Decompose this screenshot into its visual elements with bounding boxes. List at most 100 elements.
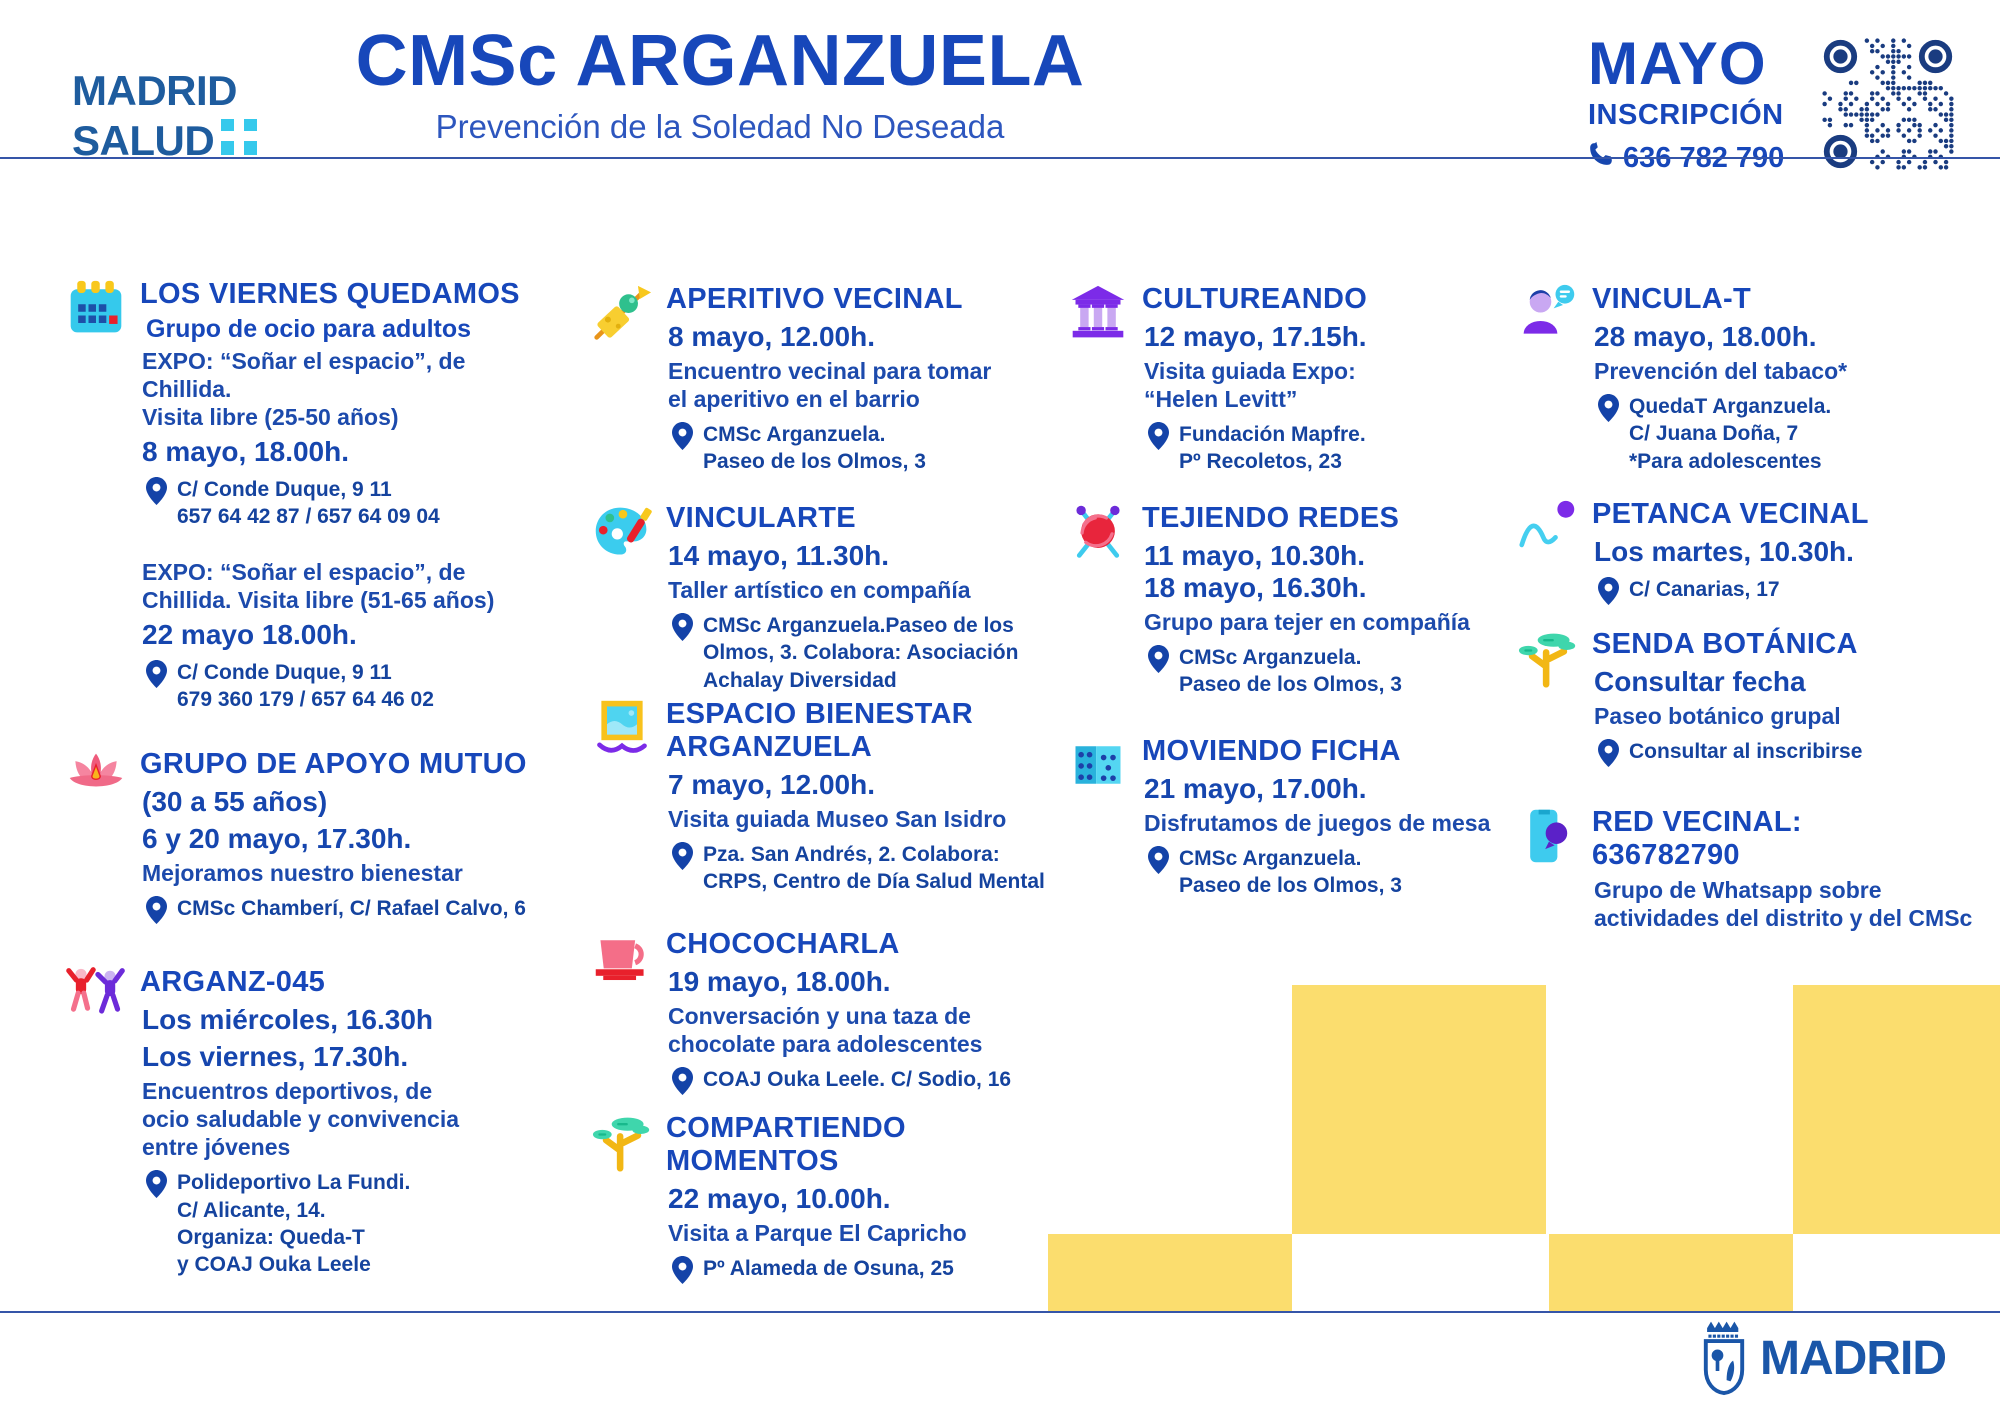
event-body: EXPO: “Soñar el espacio”, de Chillida. V… [142,347,466,430]
event-block: ARGANZ-045 Los miércoles, 16.30h Los viern… [66,966,536,1278]
event-location-text: CMSc Arganzuela. Paseo de los Olmos, 3 [1179,646,1402,697]
event-title: APERITIVO VECINAL [666,283,963,315]
madrid-shield-icon [1698,1320,1750,1396]
event-location-text: QuedaT Arganzuela. C/ Juana Doña, 7 *Par… [1629,395,1832,473]
event-block: CULTUREANDO 12 mayo, 17.15h. Visita guiada… [1068,283,1548,476]
event-body: Grupo de Whatsapp sobre actividades del … [1594,876,1973,931]
month-label: MAYO [1588,30,1767,97]
event-date: 11 mayo, 10.30h. 18 mayo, 16.30h. [1144,539,1367,603]
location-pin-icon [1148,421,1169,451]
event-location-text: C/ Conde Duque, 9 11 657 64 42 87 / 657 … [177,478,440,529]
event-location-text: CMSc Arganzuela. Paseo de los Olmos, 3 [1179,847,1402,898]
event-location-text: Fundación Mapfre. Pº Recoletos, 23 [1179,423,1366,474]
event-title: VINCULARTE [666,502,856,534]
health-cross-icon [221,114,259,167]
event-location: Polideportivo La Fundi. C/ Alicante, 14.… [146,1169,536,1278]
event-block: ESPACIO BIENESTAR ARGANZUELA 7 mayo, 12.0… [592,698,1068,895]
event-body: Encuentros deportivos, de ocio saludable… [142,1078,460,1161]
event-body: Visita a Parque El Capricho [668,1219,967,1246]
event-block: CHOCOCHARLA 19 mayo, 18.00h. Conversación … [592,928,1068,1096]
event-date: 6 y 20 mayo, 17.30h. [142,822,412,854]
skewer-icon [592,283,654,343]
event-body: Taller artístico en compañía [668,576,971,603]
event-location-text: Polideportivo La Fundi. C/ Alicante, 14.… [177,1171,411,1277]
checker-square [1549,1234,1793,1311]
event-location-text: CMSc Chamberí, C/ Rafael Calvo, 6 [177,897,526,921]
dancers-icon [66,966,128,1026]
event-text: MOVIENDO FICHA 21 mayo, 17.00h. Disfrutamo… [1142,735,1548,900]
event-location: C/ Conde Duque, 9 11 679 360 179 / 657 6… [146,659,536,714]
checker-square [1048,1234,1292,1311]
event-text: CULTUREANDO 12 mayo, 17.15h. Visita guiada… [1142,283,1548,476]
location-pin-icon [672,1066,693,1096]
event-title: RED VECINAL: 636782790 [1592,806,1802,871]
event-block: VINCULA-T 28 mayo, 18.00h. Prevención del … [1518,283,2000,475]
event-date: 21 mayo, 17.00h. [1144,772,1367,804]
event-text: APERITIVO VECINAL 8 mayo, 12.00h. Encuentr… [666,283,1068,476]
event-location-text: Pza. San Andrés, 2. Colabora: CRPS, Cent… [703,842,1045,894]
event-date: 14 mayo, 11.30h. [668,539,890,571]
lotus-icon [66,748,128,808]
footer-divider [0,1311,2000,1313]
palette-icon [592,502,654,562]
event-body: EXPO: “Soñar el espacio”, de Chillida. V… [142,558,495,613]
page-title: CMSc ARGANZUELA [355,21,1085,101]
event-text: ESPACIO BIENESTAR ARGANZUELA 7 mayo, 12.0… [666,698,1068,895]
event-text: SENDA BOTÁNICA Consultar fecha Paseo botán… [1592,628,2000,767]
event-date: 8 mayo, 18.00h. [142,435,350,467]
event-text: ARGANZ-045 Los miércoles, 16.30h Los viern… [140,966,536,1278]
qr-code [1822,38,1954,170]
phone-chat-icon [1518,806,1580,866]
event-title: PETANCA VECINAL [1592,498,1869,530]
event-location: Fundación Mapfre. Pº Recoletos, 23 [1148,421,1548,476]
event-title: COMPARTIENDO MOMENTOS [666,1112,906,1177]
event-block: MOVIENDO FICHA 21 mayo, 17.00h. Disfrutamo… [1068,735,1548,900]
phone-receiver-icon [1588,141,1614,175]
event-title: ESPACIO BIENESTAR ARGANZUELA [666,698,973,763]
header-divider [0,157,2000,159]
event-text: RED VECINAL: 636782790 Grupo de Whatsapp … [1592,806,2000,934]
event-location: Consultar al inscribirse [1598,738,2000,767]
event-date: 28 mayo, 18.00h. [1594,320,1817,352]
tree-icon [592,1112,654,1172]
event-title: CULTUREANDO [1142,283,1368,315]
event-date: 8 mayo, 12.00h. [668,320,876,352]
event-title: CHOCOCHARLA [666,928,900,960]
event-block: SENDA BOTÁNICA Consultar fecha Paseo botán… [1518,628,2000,767]
location-pin-icon [146,476,167,506]
framed-picture-icon [592,698,654,758]
event-date: (30 a 55 años) [142,785,328,817]
madrid-salud-logo: MADRID SALUD [72,67,259,167]
location-pin-icon [672,421,693,451]
event-body: Visita guiada Museo San Isidro [668,805,1007,832]
location-pin-icon [1598,738,1619,767]
brand-line-1: MADRID [72,67,237,114]
brand-line-2: SALUD [72,116,215,164]
person-chat-icon [1518,283,1580,343]
event-body: Disfrutamos de juegos de mesa [1144,809,1491,836]
event-title: LOS VIERNES QUEDAMOS [140,278,520,310]
event-location: Pº Alameda de Osuna, 25 [672,1255,1068,1284]
event-text: CHOCOCHARLA 19 mayo, 18.00h. Conversación … [666,928,1068,1096]
location-pin-icon [672,841,693,870]
event-date: 7 mayo, 12.00h. [668,768,876,800]
event-date: 22 mayo, 10.00h. [668,1182,891,1214]
yarn-icon [1068,502,1130,562]
event-title: SENDA BOTÁNICA [1592,628,1858,660]
event-body: Prevención del tabaco* [1594,357,1848,384]
event-location: CMSc Arganzuela. Paseo de los Olmos, 3 [1148,644,1548,699]
event-location-text: CMSc Arganzuela.Paseo de los Olmos, 3. C… [703,614,1019,692]
location-pin-icon [1598,576,1619,605]
event-block: LOS VIERNES QUEDAMOS Grupo de ocio para a… [66,278,536,714]
checker-square [1793,985,2000,1234]
event-date: Los miércoles, 16.30h [142,1003,434,1035]
event-date: Los viernes, 17.30h. [142,1040,409,1072]
location-pin-icon [146,895,167,925]
event-date: 22 mayo 18.00h. [142,618,357,650]
event-date: 19 mayo, 18.00h. [668,965,891,997]
location-pin-icon [672,1255,693,1284]
event-location: COAJ Ouka Leele. C/ Sodio, 16 [672,1066,1068,1096]
event-block: COMPARTIENDO MOMENTOS 22 mayo, 10.00h. Vis… [592,1112,1068,1284]
event-block: APERITIVO VECINAL 8 mayo, 12.00h. Encuentr… [592,283,1068,476]
